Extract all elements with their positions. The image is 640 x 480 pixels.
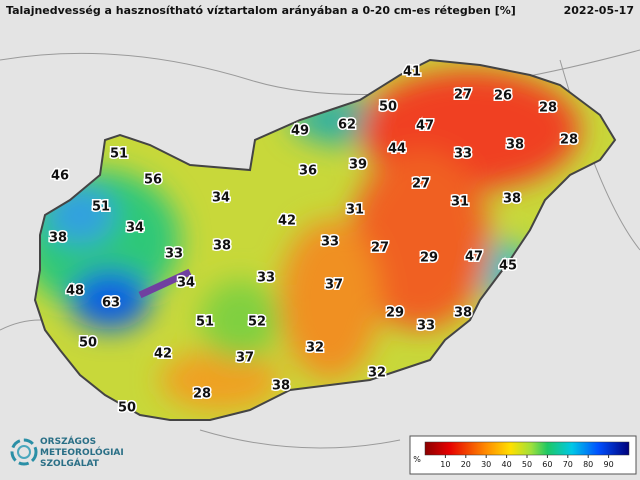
station-value: 49: [291, 124, 309, 139]
station-value: 46: [51, 169, 69, 184]
colorbar: [424, 441, 630, 456]
station-value: 63: [102, 296, 120, 311]
station-value: 42: [278, 214, 296, 229]
tick-label: 80: [583, 460, 593, 469]
station-value: 31: [346, 203, 364, 218]
station-value: 38: [454, 306, 472, 321]
station-value: 38: [506, 138, 524, 153]
tick-label: 70: [563, 460, 573, 469]
station-value: 38: [272, 379, 290, 394]
station-value: 39: [349, 158, 367, 173]
station-value: 48: [66, 284, 84, 299]
station-value: 33: [454, 147, 472, 162]
station-value: 38: [213, 239, 231, 254]
tick-label: 10: [440, 460, 450, 469]
station-value: 44: [388, 142, 406, 157]
station-value: 34: [126, 221, 144, 236]
station-value: 50: [118, 401, 136, 416]
tick-label: 30: [481, 460, 491, 469]
station-value: 34: [212, 191, 230, 206]
station-value: 27: [454, 88, 472, 103]
header-bar: [0, 0, 640, 22]
legend-ticks: 10 20 30 40 50 60 70 80 90: [440, 455, 614, 469]
logo-line: SZOLGÁLAT: [40, 457, 100, 469]
station-value: 47: [465, 250, 483, 265]
station-value: 62: [338, 118, 356, 133]
station-value: 37: [236, 351, 254, 366]
tick-label: 90: [604, 460, 614, 469]
station-value: 51: [196, 315, 214, 330]
tick-label: 50: [522, 460, 532, 469]
station-value: 33: [417, 319, 435, 334]
station-value: 38: [503, 192, 521, 207]
station-value: 28: [193, 387, 211, 402]
station-value: 27: [412, 177, 430, 192]
station-value: 42: [154, 347, 172, 362]
logo-line: METEOROLÓGIAI: [40, 446, 124, 458]
station-value: 28: [539, 101, 557, 116]
station-value: 32: [306, 341, 324, 356]
date: 2022-05-17: [564, 4, 634, 17]
station-value: 29: [420, 251, 438, 266]
station-value: 37: [325, 278, 343, 293]
station-value: 50: [79, 336, 97, 351]
lake-balaton: [138, 268, 192, 299]
country-border: [33, 58, 617, 421]
tick-label: 20: [461, 460, 471, 469]
logo: ORSZÁGOS METEOROLÓGIAI SZOLGÁLAT: [10, 435, 124, 469]
station-value: 38: [49, 231, 67, 246]
logo-line: ORSZÁGOS: [40, 435, 96, 447]
tick-label: 60: [542, 460, 552, 469]
station-value: 28: [560, 133, 578, 148]
station-value: 45: [499, 259, 517, 274]
station-value: 32: [368, 366, 386, 381]
station-value: 33: [165, 247, 183, 262]
station-value: 47: [416, 119, 434, 134]
station-value: 33: [257, 271, 275, 286]
station-value: 31: [451, 195, 469, 210]
station-value: 36: [299, 164, 317, 179]
station-value: 50: [379, 100, 397, 115]
title: Talajnedvesség a hasznosítható víztartal…: [6, 4, 516, 17]
station-value: 33: [321, 235, 339, 250]
station-value: 51: [92, 200, 110, 215]
station-value: 56: [144, 173, 162, 188]
station-value: 26: [494, 89, 512, 104]
station-value: 41: [403, 65, 421, 80]
tick-label: 40: [502, 460, 512, 469]
station-value: 51: [110, 147, 128, 162]
station-value: 52: [248, 315, 266, 330]
station-value: 29: [386, 306, 404, 321]
legend-unit: %: [413, 455, 421, 464]
labels: 41 27 26 28 50 62 47 49 38 28 51 44 33 36 39 46 56 27 34 31…: [47, 63, 579, 417]
station-value: 27: [371, 241, 389, 256]
station-value: 34: [177, 276, 195, 291]
